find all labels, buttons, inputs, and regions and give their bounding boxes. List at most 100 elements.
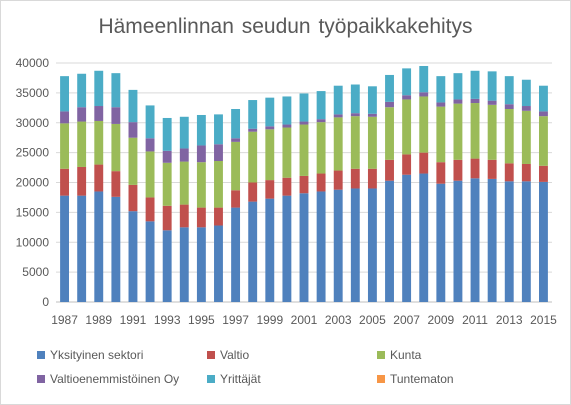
bar-segment — [367, 113, 377, 117]
legend-item: Yrittäjät — [207, 372, 261, 386]
bar-segment — [60, 76, 69, 112]
bar-segment — [60, 123, 69, 169]
bar-segment — [179, 161, 189, 205]
bar-segment — [282, 177, 292, 196]
bar-segment — [282, 124, 292, 128]
legend-item: Yksityinen sektori — [37, 348, 143, 362]
x-tick-label: 1995 — [188, 313, 215, 327]
x-tick-label: 2015 — [530, 313, 557, 327]
bar-segment — [521, 110, 531, 164]
x-tick-label: 2003 — [325, 313, 352, 327]
bar-segment — [453, 99, 463, 104]
bar-segment — [419, 92, 429, 97]
bar-segment — [231, 141, 241, 191]
bar-segment — [196, 207, 206, 228]
bar-segment — [214, 114, 223, 145]
bar-segment — [402, 99, 412, 155]
bar-segment — [196, 114, 206, 146]
bar-segment — [539, 85, 548, 112]
bar-segment — [196, 145, 206, 163]
y-tick-label: 5000 — [22, 265, 49, 279]
x-tick-label: 1991 — [120, 313, 147, 327]
y-tick-label: 35000 — [16, 86, 50, 100]
bar-segment — [316, 191, 326, 302]
x-tick-label: 2001 — [291, 313, 318, 327]
bar-segment — [231, 190, 241, 208]
bar-segment — [487, 159, 497, 179]
bar-segment — [77, 107, 87, 122]
bar-segment — [419, 65, 429, 93]
bar-segment — [487, 100, 497, 105]
legend-item: Valtioenemmistöinen Oy — [37, 372, 179, 386]
bar-segment — [385, 107, 394, 160]
bar-segment — [470, 103, 480, 159]
bar-segment — [282, 127, 292, 178]
bar-segment — [453, 73, 463, 100]
bar-segment — [248, 131, 258, 183]
x-tick-label: 2009 — [427, 313, 454, 327]
bar-segment — [162, 117, 172, 151]
bar-segment — [367, 116, 377, 169]
x-tick-label: 1989 — [85, 313, 112, 327]
legend-label: Kunta — [390, 348, 422, 362]
bar-segment — [504, 109, 514, 164]
bar-segment — [453, 180, 463, 302]
bar-segment — [282, 195, 292, 302]
bar-segment — [470, 98, 480, 104]
bar-segment — [299, 175, 309, 194]
bar-segment — [111, 123, 121, 172]
bar-segment — [504, 181, 514, 302]
chart-legend: Yksityinen sektori Valtio Kunta Valtioenemm… — [37, 348, 557, 400]
legend-swatch — [207, 351, 215, 359]
bar-segment — [248, 100, 258, 129]
bar-segment — [128, 211, 138, 302]
bar-segment — [419, 173, 429, 302]
x-tick-label: 1987 — [51, 313, 78, 327]
bar-segment — [94, 70, 104, 107]
bar-segment — [487, 178, 497, 302]
bar-segment — [402, 174, 412, 302]
bar-segment — [385, 74, 394, 102]
y-tick-label: 30000 — [16, 116, 50, 130]
bar-segment — [248, 128, 258, 132]
bar-segment — [539, 181, 548, 302]
bar-segment — [214, 160, 223, 208]
bar-segment — [145, 151, 155, 198]
bar-segment — [316, 91, 326, 120]
bar-segment — [214, 207, 223, 226]
bar-segment — [453, 159, 463, 181]
bar-segment — [248, 182, 258, 202]
y-tick-label: 25000 — [16, 146, 50, 160]
bar-segment — [436, 106, 446, 163]
bar-segment — [94, 120, 104, 165]
bar-segment — [367, 168, 377, 189]
bar-segment — [196, 162, 206, 208]
bar-segment — [94, 191, 104, 302]
bar-segment — [77, 166, 87, 196]
bar-segment — [333, 85, 343, 115]
bar-segment — [419, 96, 429, 153]
bar-segment — [504, 163, 514, 182]
bar-segment — [248, 201, 258, 302]
x-tick-label: 2005 — [359, 313, 386, 327]
bar-segment — [316, 122, 326, 174]
bar-segment — [436, 76, 446, 103]
bar-segment — [470, 70, 480, 99]
bar-segment — [350, 113, 360, 117]
bar-segment — [145, 138, 155, 152]
bar-segment — [162, 150, 172, 163]
bar-segment — [333, 189, 343, 302]
bar-segment — [94, 106, 104, 121]
bar-segment — [145, 221, 155, 302]
legend-swatch — [377, 375, 385, 383]
bar-segment — [145, 197, 155, 222]
y-tick-label: 40000 — [16, 56, 50, 70]
bar-segment — [521, 181, 531, 302]
bar-segment — [367, 188, 377, 302]
bar-segment — [214, 144, 223, 161]
bar-segment — [402, 95, 412, 100]
stacked-bar-chart: 0 5000 10000 15000 20000 25000 30000 35000 40000… — [16, 56, 557, 327]
bar-segment — [128, 137, 138, 185]
chart-title: Hämeenlinnan seudun työpaikkakehitys — [98, 15, 473, 38]
